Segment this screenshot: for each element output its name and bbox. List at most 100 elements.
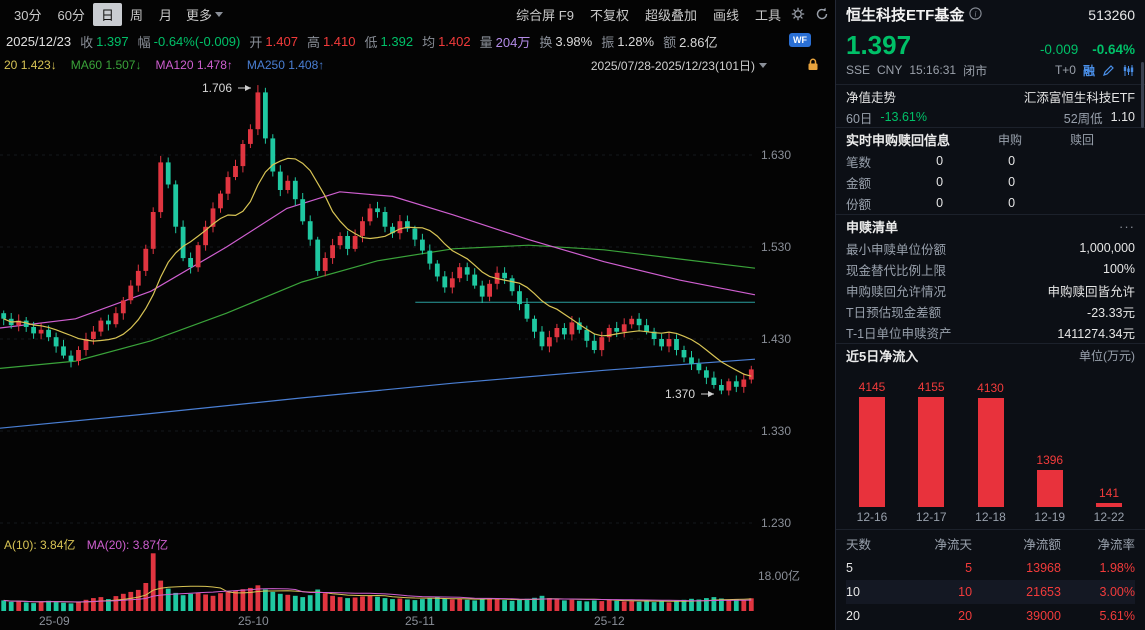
- period-toolbar: 30分 60分 日 周 月 更多 综合屏 F9 不复权 超级叠加 画线 工具: [0, 0, 835, 28]
- margin-badge[interactable]: 融: [1082, 63, 1095, 78]
- volume-ma20-label: MA(20): 3.87亿: [86, 538, 169, 552]
- list-item: 现金替代比例上限 100%: [846, 262, 1135, 278]
- tab-month[interactable]: 月: [158, 7, 172, 23]
- gear-icon[interactable]: [791, 7, 805, 21]
- list-title: 申赎清单: [846, 219, 899, 235]
- lock-icon[interactable]: [807, 58, 819, 74]
- volume-ma10-label: A(10): 3.84亿: [4, 538, 76, 552]
- fund-title: 恒生科技ETF基金: [846, 7, 965, 25]
- table-cell: 39000: [1026, 608, 1061, 623]
- subscribe-rows: 笔数 0 0 金额 0 0 份额 0 0: [836, 151, 1145, 215]
- table-row: 笔数 0 0: [846, 154, 1016, 170]
- no-adjust-button[interactable]: 不复权: [589, 7, 629, 23]
- quote-label: 低: [364, 34, 378, 50]
- table-cell: 5.61%: [1099, 608, 1135, 623]
- table-cell: 20: [958, 608, 973, 623]
- svg-text:1.706: 1.706: [202, 81, 232, 95]
- subscribe-col: 申购: [998, 133, 1023, 148]
- table-cell: 10: [846, 579, 898, 604]
- more-periods-menu[interactable]: 更多: [180, 3, 229, 26]
- volume-ma-labels: A(10): 3.84亿 MA(20): 3.87亿: [4, 538, 168, 552]
- table-row: 金额 0 0: [846, 175, 1016, 191]
- date-range-selector[interactable]: 2025/07/28-2025/12/23(101日): [591, 57, 767, 74]
- table-cell: 3.00%: [1060, 579, 1135, 604]
- d60-value: -13.61%: [880, 110, 927, 125]
- quote-label: 额: [663, 34, 677, 50]
- nav-trend-link[interactable]: 净值走势: [846, 90, 897, 105]
- table-cell: 21653: [972, 579, 1061, 604]
- last-price: 1.397: [846, 29, 912, 60]
- quote-label: 振: [601, 34, 615, 50]
- tab-30min[interactable]: 30分: [14, 7, 42, 23]
- quote-label: 均: [422, 34, 436, 50]
- quote-avg: 1.402: [438, 33, 471, 49]
- nav-row[interactable]: 净值走势 汇添富恒生科技ETF: [836, 85, 1145, 108]
- x-axis: 25-09 25-10 25-11 25-12: [0, 612, 835, 630]
- table-cell: 10: [898, 579, 973, 604]
- volume-axis-label: 18.00亿: [758, 569, 801, 583]
- tab-60min[interactable]: 60分: [57, 7, 85, 23]
- market-status: 闭市: [963, 63, 988, 78]
- info-icon[interactable]: i: [969, 7, 982, 23]
- flow-bar: [1036, 469, 1063, 507]
- more-label: 更多: [185, 7, 212, 23]
- flow-bar: [977, 397, 1004, 507]
- currency-label: CNY: [877, 63, 903, 78]
- x-axis-label: 25-11: [405, 614, 435, 628]
- subscribe-title: 实时申购赎回信息: [846, 133, 951, 149]
- tab-day[interactable]: 日: [92, 2, 122, 26]
- list-item: 最小申赎单位份额 1,000,000: [846, 241, 1135, 257]
- x-axis-label: 25-10: [238, 614, 269, 628]
- price-row: 1.397 -0.009 -0.64%: [836, 30, 1145, 62]
- tools-button[interactable]: 工具: [754, 7, 781, 23]
- quote-bar: 2025/12/23 收 1.397 幅 -0.64%(-0.009) 开 1.407…: [0, 28, 835, 54]
- quote-label: 量: [479, 34, 493, 50]
- quote-close: 1.397: [96, 33, 129, 49]
- chevron-down-icon: [759, 62, 767, 68]
- svg-text:1.370: 1.370: [665, 387, 695, 401]
- quote-turnover: 3.98%: [555, 33, 593, 49]
- exchange-label: SSE: [846, 63, 871, 78]
- flow-title: 近5日净流入: [846, 348, 919, 364]
- flow-bar: [859, 396, 885, 507]
- price-change-pct: -0.64%: [1092, 41, 1135, 57]
- flow-dates: 12-16 12-17 12-18 12-19 12-22: [836, 507, 1145, 530]
- info-panel: 恒生科技ETF基金 i 513260 1.397 -0.009 -0.64% S…: [835, 0, 1145, 630]
- chart-panel: 30分 60分 日 周 月 更多 综合屏 F9 不复权 超级叠加 画线 工具 2…: [0, 0, 835, 630]
- quote-date: 2025/12/23: [6, 33, 72, 49]
- list-item: 申购赎回允许情况 申购赎回皆允许: [846, 284, 1135, 299]
- kline-icon[interactable]: [1122, 64, 1135, 77]
- tplus-badge: T+0: [1054, 63, 1076, 78]
- super-overlay-button[interactable]: 超级叠加: [644, 7, 697, 23]
- composite-screen-button[interactable]: 综合屏 F9: [516, 7, 574, 23]
- more-ellipsis[interactable]: ···: [1119, 218, 1135, 234]
- market-meta-row: SSE CNY 15:16:31 闭市 T+0 融: [836, 62, 1145, 85]
- tab-week[interactable]: 周: [129, 7, 143, 23]
- net-inflow-chart: 4145 4155 4130 1396 141: [836, 366, 1145, 507]
- table-row: 份额 0 0: [846, 196, 1016, 212]
- ma60-legend: MA60 1.507↓: [70, 58, 142, 72]
- draw-line-button[interactable]: 画线: [712, 7, 739, 23]
- net-inflow-table: 天数 净流天 净流额 净流率 5 5 13968 1.98% 10 10 216…: [836, 530, 1145, 630]
- fund-header: 恒生科技ETF基金 i 513260: [836, 0, 1145, 30]
- quote-low: 1.392: [380, 33, 414, 49]
- wf-badge[interactable]: WF: [789, 33, 811, 47]
- table-cell: 5: [846, 560, 853, 575]
- w52-label: 52周低: [1063, 111, 1103, 126]
- refresh-icon[interactable]: [815, 7, 829, 21]
- chevron-down-icon: [215, 11, 223, 17]
- table-cell: 13968: [1026, 560, 1061, 575]
- flow-unit: 单位(万元): [1079, 348, 1135, 363]
- scrollbar-thumb[interactable]: [1141, 62, 1144, 128]
- x-axis-label: 25-12: [594, 614, 625, 628]
- flow-bar: [1096, 502, 1122, 507]
- d60-label: 60日: [846, 111, 873, 126]
- flow-section-header: 近5日净流入 单位(万元): [836, 344, 1145, 367]
- pencil-icon[interactable]: [1102, 64, 1115, 77]
- candlestick-chart[interactable]: 1.630 1.530 1.430 1.330 1.230 1.706 1.370: [0, 76, 835, 536]
- flow-bar: [918, 396, 945, 507]
- volume-chart[interactable]: [0, 536, 835, 612]
- fund-manager-name: 汇添富恒生科技ETF: [1023, 90, 1135, 105]
- svg-text:1.330: 1.330: [761, 424, 791, 438]
